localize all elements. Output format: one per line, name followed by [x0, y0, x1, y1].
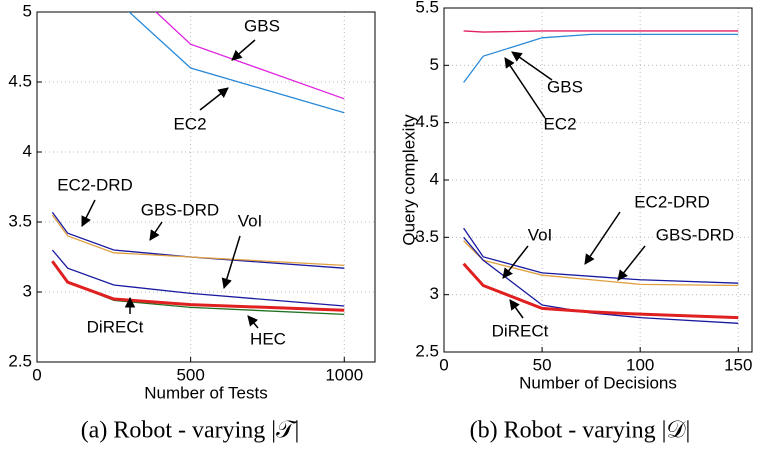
caption: (b) Robot - varying |𝒟|: [470, 418, 691, 444]
label-arrow: [509, 299, 524, 319]
label-arrow: [617, 245, 646, 281]
label-arrow: [502, 245, 529, 279]
label-arrow: [511, 51, 553, 81]
x-tick-label: 1000: [325, 365, 363, 384]
series-label: EC2-DRD: [634, 192, 710, 211]
series-line: [463, 33, 739, 83]
series-label: VoI: [528, 225, 553, 244]
series-label: GBS: [547, 77, 583, 96]
series-line: [51, 260, 345, 316]
y-axis-label: Query complexity: [399, 114, 418, 246]
caption: (a) Robot - varying |𝒯|: [81, 418, 300, 444]
plot-frame: [36, 11, 376, 363]
series-line: [155, 12, 345, 100]
label-arrow: [81, 199, 96, 227]
series-label: EC2-DRD: [57, 175, 133, 194]
label-arrow: [504, 57, 546, 119]
series-label: GBS: [244, 16, 280, 35]
label-arrow: [231, 39, 256, 61]
x-tick-label: 100: [626, 355, 654, 374]
y-tick-label: 3.5: [8, 211, 32, 230]
y-tick-label: 4.5: [8, 71, 32, 90]
series-label: DiRECt: [87, 317, 144, 336]
series-label: EC2: [173, 114, 206, 133]
x-axis-label: Number of Decisions: [519, 373, 677, 392]
y-tick-label: 2.5: [8, 351, 32, 370]
y-tick-label: 4: [23, 141, 32, 160]
y-tick-label: 3.5: [415, 227, 439, 246]
plot-frame: [443, 7, 753, 353]
x-tick-label: 50: [533, 355, 552, 374]
series-label: GBS-DRD: [656, 225, 734, 244]
y-tick-label: 3: [430, 284, 439, 303]
x-tick-label: 0: [32, 365, 41, 384]
y-tick-label: 2.5: [415, 341, 439, 360]
x-axis-label: Number of Tests: [144, 383, 267, 402]
label-arrow: [247, 315, 259, 329]
series-line: [462, 262, 739, 320]
y-tick-label: 5.5: [415, 0, 439, 16]
series-line: [51, 249, 345, 307]
series-label: EC2: [543, 114, 576, 133]
series-line: [463, 227, 739, 284]
series-line: [128, 12, 345, 114]
y-tick-label: 5: [23, 1, 32, 20]
label-arrow: [221, 235, 241, 290]
series-line: [51, 211, 345, 269]
y-tick-label: 3: [23, 281, 32, 300]
series-line: [51, 214, 345, 267]
label-arrow: [149, 221, 163, 241]
y-tick-label: 4.5: [415, 112, 439, 131]
series-line: [463, 30, 739, 33]
series-line: [51, 260, 345, 312]
y-tick-label: 4: [430, 169, 439, 188]
series-label: GBS-DRD: [141, 200, 219, 219]
y-tick-label: 5: [430, 55, 439, 74]
series-label: VoI: [238, 211, 263, 230]
x-tick-label: 0: [439, 355, 448, 374]
x-tick-label: 150: [724, 355, 752, 374]
label-arrow: [199, 87, 229, 111]
series-label: HEC: [250, 329, 286, 348]
series-label: DiRECt: [492, 321, 549, 340]
label-arrow: [584, 211, 621, 265]
x-tick-label: 500: [176, 365, 204, 384]
